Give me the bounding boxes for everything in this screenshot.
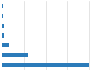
- Bar: [2, 33, 4, 38]
- Bar: [2, 53, 28, 57]
- Bar: [2, 24, 4, 28]
- Bar: [2, 63, 89, 67]
- Bar: [2, 14, 3, 18]
- Bar: [2, 43, 9, 47]
- Bar: [2, 4, 3, 8]
